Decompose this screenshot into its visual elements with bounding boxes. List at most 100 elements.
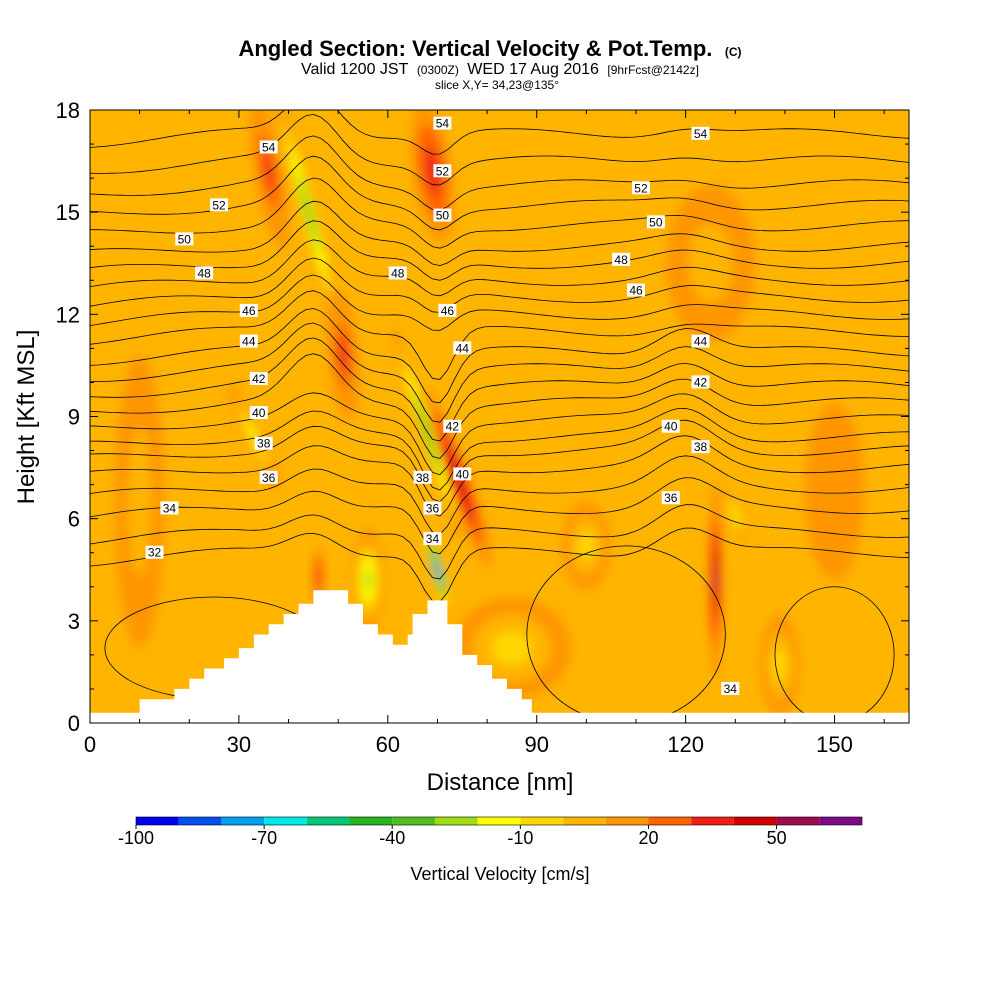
contour-label-text: 36: [664, 491, 678, 505]
colorbar-tick-label: -10: [507, 828, 533, 848]
contour-label-text: 42: [694, 375, 708, 389]
theta-contour-label: 44: [691, 334, 710, 349]
theta-contour-label: 50: [646, 215, 665, 229]
contour-label-text: 54: [694, 127, 708, 141]
colorbar-frame: [135, 816, 863, 826]
contour-label-text: 50: [178, 232, 192, 246]
theta-contour-line: [90, 504, 909, 580]
theta-contour-label: 40: [661, 419, 680, 434]
y-tick-label: 3: [68, 609, 80, 634]
colorbar-tick-label: 20: [638, 828, 658, 848]
contour-label-text: 38: [694, 440, 708, 454]
theta-contour-label: 36: [661, 491, 680, 505]
theta-closed-contour: [774, 586, 895, 723]
colorbar-swatch: [520, 817, 564, 825]
velocity-level-shape: [302, 191, 315, 234]
velocity-cell: [561, 501, 612, 591]
theta-contour-label: 48: [612, 252, 631, 267]
velocity-level-shape: [688, 224, 733, 303]
theta-contour-line: [90, 274, 909, 331]
velocity-cell: [410, 110, 455, 243]
contour-label-box: [627, 283, 645, 297]
contour-label-text: 48: [391, 266, 405, 280]
valid-date: WED 17 Aug 2016: [467, 61, 599, 78]
contour-label-text: 44: [694, 335, 708, 349]
theta-contour-line: [90, 337, 909, 442]
theta-contour-line: [90, 477, 909, 555]
colorbar-swatch: [306, 817, 350, 825]
velocity-level-shape: [316, 566, 321, 587]
contour-label-box: [145, 545, 164, 559]
velocity-cell: [665, 184, 756, 342]
colorbar-swatch: [776, 817, 820, 825]
y-tick-label: 18: [56, 98, 80, 123]
contour-label-box: [249, 372, 268, 386]
velocity-level-shape: [578, 531, 595, 561]
colorbar-tick-label: 50: [767, 828, 787, 848]
colorbar-swatch: [392, 817, 435, 825]
contour-label-text: 50: [436, 209, 450, 223]
contour-label-box: [691, 440, 710, 454]
contour-label-box: [691, 334, 710, 348]
contour-label-text: 44: [456, 341, 470, 355]
contour-label-text: 36: [426, 501, 440, 515]
theta-contour-label: 36: [423, 501, 442, 515]
colorbar-title: Vertical Velocity [cm/s]: [410, 864, 589, 884]
velocity-level-shape: [492, 631, 532, 666]
contour-label-text: 34: [163, 501, 177, 515]
contour-label-text: 54: [436, 117, 450, 131]
velocity-level-shape: [733, 510, 738, 521]
theta-contour-line: [90, 220, 909, 281]
velocity-level-shape: [263, 152, 274, 191]
velocity-level-shape: [422, 418, 433, 449]
contour-label-box: [453, 467, 472, 481]
x-tick-label: 60: [376, 732, 400, 757]
theta-contour-label: 34: [721, 681, 740, 696]
colorbar-swatch: [178, 817, 222, 825]
theta-contour-label: 46: [438, 303, 457, 318]
theta-contour-label: 48: [195, 266, 214, 280]
contour-label-text: 42: [446, 420, 460, 434]
velocity-level-shape: [773, 648, 787, 683]
theta-contour-label: 36: [259, 470, 278, 485]
x-tick-label: 30: [227, 732, 251, 757]
contour-label-box: [433, 116, 452, 130]
velocity-level-shape: [364, 569, 372, 591]
x-axis: 0 30 60 90 120 150: [84, 110, 885, 757]
contour-label-box: [646, 215, 665, 229]
contour-label-text: 52: [634, 181, 648, 195]
contour-label-text: 40: [456, 467, 470, 481]
chart-title: Angled Section: Vertical Velocity & Pot.…: [238, 36, 712, 61]
contour-label-box: [661, 491, 680, 505]
y-tick-label: 0: [68, 711, 80, 736]
colorbar-tick-label: -70: [251, 828, 277, 848]
theta-contour-label: 44: [453, 341, 472, 355]
colorbar-swatch: [349, 817, 393, 825]
theta-contour-line: [90, 239, 909, 297]
colorbar-swatch: [648, 817, 692, 825]
velocity-level-shape: [436, 566, 439, 574]
contour-label-box: [413, 470, 432, 484]
contour-label-text: 38: [416, 471, 430, 485]
contour-label-text: 52: [212, 198, 226, 212]
contour-label-box: [631, 181, 650, 195]
theta-contour-line: [90, 177, 909, 249]
pot-temp-contours: [90, 110, 909, 723]
theta-contour-label: 52: [433, 164, 452, 178]
x-tick-label: 0: [84, 732, 96, 757]
theta-contour-label: 32: [145, 545, 164, 560]
contour-label-text: 50: [649, 215, 663, 229]
theta-contour-label: 48: [388, 266, 407, 280]
contour-label-text: 44: [242, 335, 256, 349]
theta-contour-label: 52: [210, 198, 229, 212]
colorbar-swatch: [264, 817, 307, 825]
contour-label-box: [661, 419, 680, 433]
contour-label-text: 54: [262, 140, 276, 154]
forecast-info: [9hrFcst@2142z]: [607, 63, 699, 77]
contour-label-box: [388, 266, 407, 280]
theta-contour-line: [90, 113, 909, 186]
y-tick-label: 12: [56, 302, 80, 327]
theta-contour-line: [90, 407, 909, 491]
x-tick-label: 150: [816, 732, 853, 757]
